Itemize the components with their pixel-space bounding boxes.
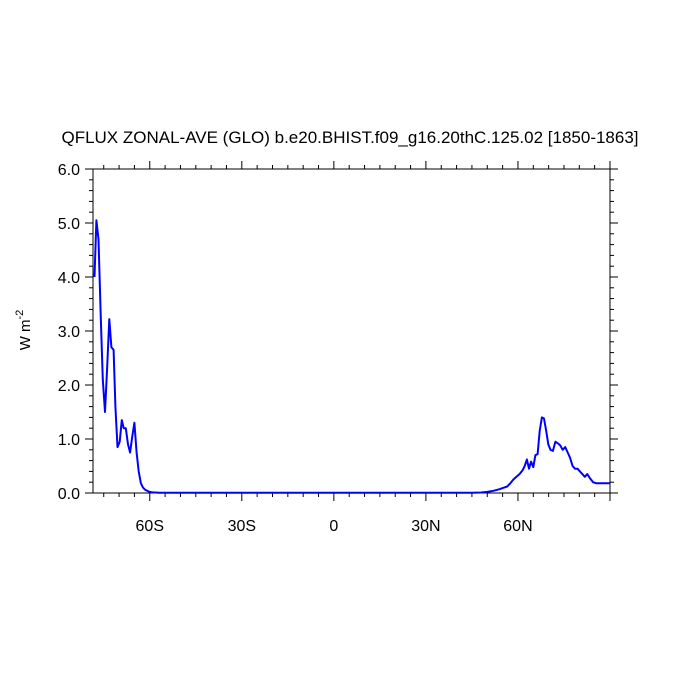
y-tick-label: 2.0 — [58, 378, 80, 395]
svg-text:W m-2: W m-2 — [14, 310, 34, 351]
plot-area: 0.0 1.0 2.0 3.0 4.0 5.0 6.0 60S 30S 0 30N 60N — [58, 161, 618, 535]
chart-title: QFLUX ZONAL-AVE (GLO) b.e20.BHIST.f09_g1… — [61, 128, 638, 147]
y-axis-label-base: W m — [17, 319, 34, 350]
y-tick-label: 5.0 — [58, 216, 80, 233]
y-axis-label: W m-2 — [14, 310, 34, 351]
x-tick-label: 30S — [228, 518, 256, 535]
y-axis-label-exponent: -2 — [14, 310, 26, 320]
x-tick-label: 60S — [136, 518, 164, 535]
y-tick-label: 3.0 — [58, 324, 80, 341]
plot-frame — [92, 168, 611, 494]
y-tick-label: 0.0 — [58, 486, 80, 503]
y-tick-label: 4.0 — [58, 270, 80, 287]
y-tick-label: 6.0 — [58, 162, 80, 179]
x-tick-label: 0 — [329, 518, 338, 535]
y-tick-label: 1.0 — [58, 432, 80, 449]
series-line — [93, 219, 610, 494]
x-tick-label: 60N — [503, 518, 532, 535]
x-tick-label: 30N — [411, 518, 440, 535]
